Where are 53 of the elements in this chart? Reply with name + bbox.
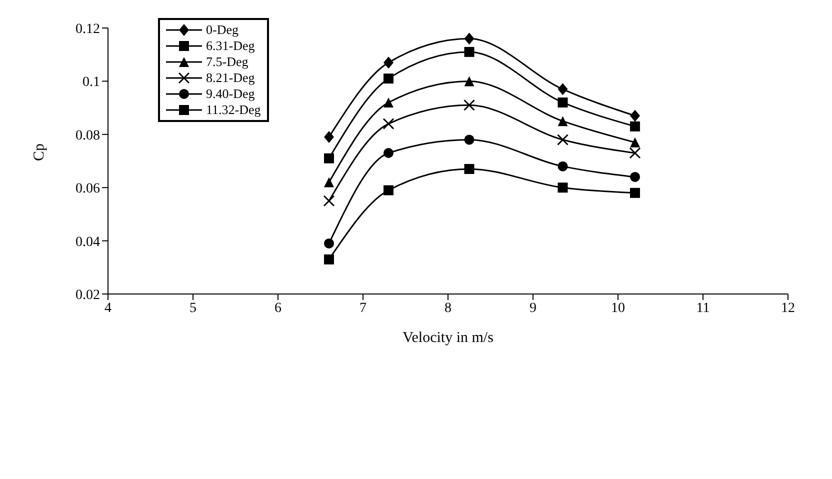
x-tick-label: 7 xyxy=(360,300,366,316)
point xyxy=(324,254,334,264)
point xyxy=(464,99,475,111)
x-tick-label: 6 xyxy=(274,300,282,316)
y-axis-title: Cp xyxy=(31,143,48,161)
point xyxy=(324,238,334,248)
point xyxy=(384,56,394,69)
legend-label: 0-Deg xyxy=(206,22,238,38)
y-tick-label: 0.06 xyxy=(76,182,100,197)
point xyxy=(630,121,640,132)
point xyxy=(384,74,394,84)
point xyxy=(630,172,640,182)
y-tick-label: 0.04 xyxy=(76,234,100,250)
point xyxy=(630,137,640,148)
x-tick-label: 9 xyxy=(530,300,536,316)
legend-label: 6.31-Deg xyxy=(206,38,255,54)
point xyxy=(558,116,568,126)
point xyxy=(558,161,568,172)
point xyxy=(382,118,394,130)
point xyxy=(384,148,394,158)
legend-label: 11.32-Deg xyxy=(206,102,261,118)
x-tick-label: 8 xyxy=(444,300,452,316)
point xyxy=(558,182,568,193)
x-axis-title: Velocity in m/s xyxy=(402,330,494,346)
point xyxy=(384,97,394,108)
point xyxy=(464,134,474,145)
point xyxy=(464,46,474,57)
point xyxy=(558,97,568,108)
point xyxy=(324,131,334,144)
legend-label: 8.21-Deg xyxy=(206,70,255,86)
y-tick-label: 0.1 xyxy=(82,75,100,90)
point xyxy=(557,134,568,146)
y-tick-label: 0.12 xyxy=(76,22,100,37)
y-tick-label: 0.08 xyxy=(76,128,100,144)
point xyxy=(464,164,474,174)
point xyxy=(324,177,334,188)
point xyxy=(630,188,640,198)
x-tick-label: 4 xyxy=(104,300,112,316)
point xyxy=(558,83,568,96)
x-tick-label: 10 xyxy=(611,300,625,316)
legend-label: 7.5-Deg xyxy=(206,54,248,70)
x-tick-label: 5 xyxy=(190,300,196,316)
x-tick-label: 12 xyxy=(781,300,795,316)
point xyxy=(324,153,334,164)
x-tick-label: 11 xyxy=(696,300,710,316)
point xyxy=(464,32,474,45)
point xyxy=(629,147,641,159)
legend-label: 9.40-Deg xyxy=(206,86,255,102)
y-tick-label: 0.02 xyxy=(76,288,100,303)
point xyxy=(384,185,394,196)
point xyxy=(464,76,474,86)
point xyxy=(630,110,640,122)
point xyxy=(323,195,335,207)
